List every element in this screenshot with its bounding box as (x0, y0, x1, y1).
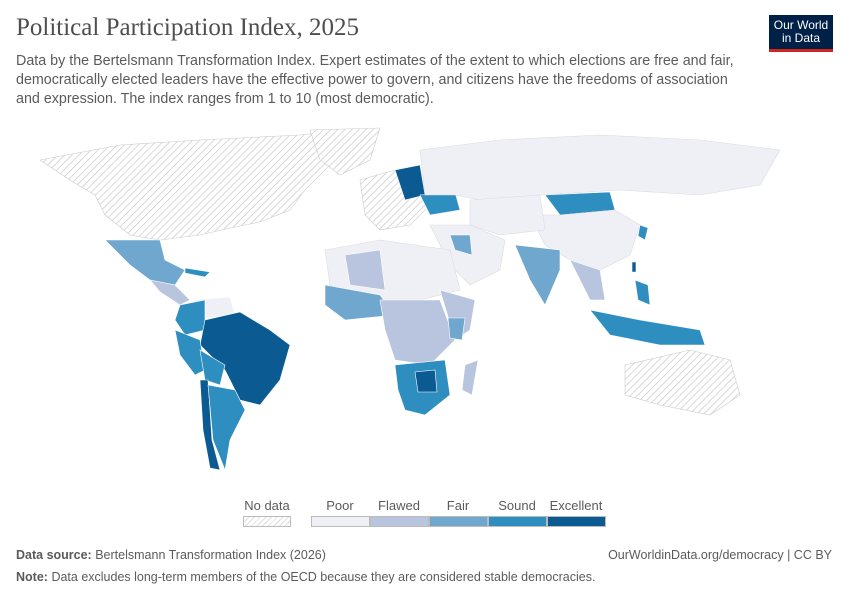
legend-label-excellent: Excellent (549, 498, 603, 513)
chart-subtitle: Data by the Bertelsmann Transformation I… (16, 53, 734, 107)
country-argentina[interactable] (207, 384, 246, 472)
region-north-america[interactable] (39, 129, 351, 241)
owid-logo[interactable]: Our World in Data (769, 15, 833, 52)
legend-label-flawed: Flawed (378, 498, 420, 513)
country-south-korea[interactable] (637, 224, 649, 241)
legend-label-fair: Fair (446, 498, 470, 513)
world-map[interactable] (0, 120, 850, 490)
country-peru[interactable] (174, 329, 206, 376)
data-source: Data source: Bertelsmann Transformation … (16, 548, 326, 562)
country-kenya[interactable] (447, 317, 466, 341)
country-russia[interactable] (419, 134, 781, 201)
legend-label-sound: Sound (498, 498, 536, 513)
legend-swatch-sound[interactable] (488, 516, 547, 527)
country-philippines[interactable] (634, 279, 651, 306)
region-central-america[interactable] (149, 279, 191, 306)
legend-swatch-poor[interactable] (311, 516, 370, 527)
legend-swatch-excellent[interactable] (547, 516, 606, 527)
country-indonesia[interactable] (589, 309, 706, 346)
country-algeria[interactable] (344, 249, 386, 291)
legend-swatch-no-data[interactable] (243, 516, 291, 527)
country-mexico[interactable] (104, 239, 186, 286)
note: Note: Data excludes long-term members of… (16, 570, 595, 584)
note-label: Note: (16, 570, 48, 584)
country-colombia[interactable] (174, 299, 206, 336)
region-australia[interactable] (624, 349, 741, 416)
region-central-asia[interactable] (469, 194, 546, 236)
country-madagascar[interactable] (461, 359, 479, 396)
source-label: Data source: (16, 548, 92, 562)
region-greenland[interactable] (309, 127, 381, 176)
country-cuba[interactable] (184, 267, 211, 278)
legend-label-poor: Poor (326, 498, 354, 513)
source-link[interactable]: OurWorldinData.org/democracy | CC BY (608, 548, 832, 562)
country-taiwan[interactable] (631, 261, 637, 273)
country-bolivia[interactable] (199, 349, 226, 386)
note-text: Data excludes long-term members of the O… (51, 570, 596, 584)
country-botswana[interactable] (414, 369, 438, 393)
country-ukraine[interactable] (419, 191, 461, 216)
region-central-africa[interactable] (379, 299, 456, 366)
source-text: Bertelsmann Transformation Index (2026) (95, 548, 326, 562)
legend-swatch-fair[interactable] (429, 516, 488, 527)
chart-title: Political Participation Index, 2025 (16, 14, 359, 41)
region-southeast-asia[interactable] (569, 259, 606, 301)
country-iraq[interactable] (449, 234, 473, 256)
country-chile[interactable] (199, 379, 221, 471)
legend-label-no-data: No data (244, 498, 290, 513)
legend-swatch-flawed[interactable] (370, 516, 429, 527)
region-west-africa[interactable] (324, 284, 396, 321)
country-india[interactable] (514, 244, 561, 306)
